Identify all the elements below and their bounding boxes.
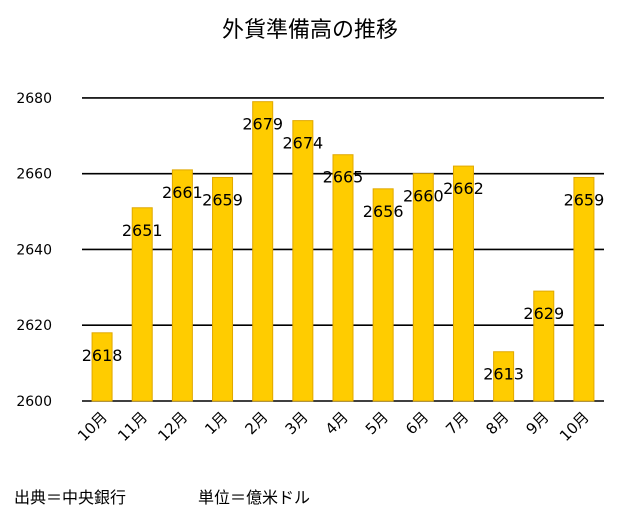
y-tick-label: 2640 (16, 242, 52, 258)
data-label: 2662 (443, 179, 484, 198)
data-label: 2651 (122, 221, 163, 240)
bar (452, 165, 474, 402)
bar (292, 120, 314, 402)
x-tick-label: 10月 (74, 408, 111, 445)
data-label: 2660 (403, 187, 444, 206)
data-label: 2613 (483, 365, 524, 384)
bar (332, 154, 354, 402)
x-tick-label: 11月 (114, 408, 151, 445)
bar (372, 188, 394, 402)
bar (91, 332, 113, 402)
chart-title: 外貨準備高の推移 (221, 18, 398, 43)
x-tick-label: 1月 (201, 408, 231, 438)
y-tick-label: 2660 (16, 167, 52, 183)
data-label: 2674 (282, 134, 323, 153)
bar (412, 173, 434, 402)
data-label: 2656 (363, 202, 404, 221)
x-tick-labels: 10月 11月 12月 1月 2月 3月 4月 5月 6月 7月 8月 9月 10月 (74, 408, 593, 445)
y-tick-label: 2600 (16, 394, 52, 410)
x-tick-label: 9月 (523, 408, 553, 438)
x-tick-label: 12月 (154, 408, 191, 445)
x-tick-label: 8月 (482, 408, 512, 438)
data-label: 2659 (564, 190, 605, 209)
bar (212, 176, 234, 402)
unit-note: 単位＝億米ドル (198, 488, 311, 507)
data-label: 2618 (82, 346, 123, 365)
x-tick-label: 6月 (402, 408, 432, 438)
x-tick-label: 3月 (282, 408, 312, 438)
y-tick-labels: 2600 2620 2640 2660 2680 (16, 91, 52, 410)
bar (252, 101, 274, 402)
data-label: 2679 (242, 115, 283, 134)
x-tick-label: 10月 (556, 408, 593, 445)
data-label: 2665 (323, 168, 364, 187)
source-note: 出典＝中央銀行 (14, 488, 127, 507)
bar (573, 176, 595, 402)
bar (171, 169, 193, 402)
data-label: 2629 (523, 304, 564, 323)
x-tick-label: 2月 (241, 408, 271, 438)
data-label: 2661 (162, 183, 203, 202)
data-label: 2659 (202, 190, 243, 209)
y-tick-label: 2620 (16, 318, 52, 334)
x-tick-label: 5月 (362, 408, 392, 438)
bar (533, 290, 555, 402)
y-tick-label: 2680 (16, 91, 52, 107)
bars (91, 101, 595, 402)
bar (131, 207, 153, 402)
bar (493, 351, 515, 402)
x-tick-label: 7月 (442, 408, 472, 438)
x-tick-label: 4月 (322, 408, 352, 438)
